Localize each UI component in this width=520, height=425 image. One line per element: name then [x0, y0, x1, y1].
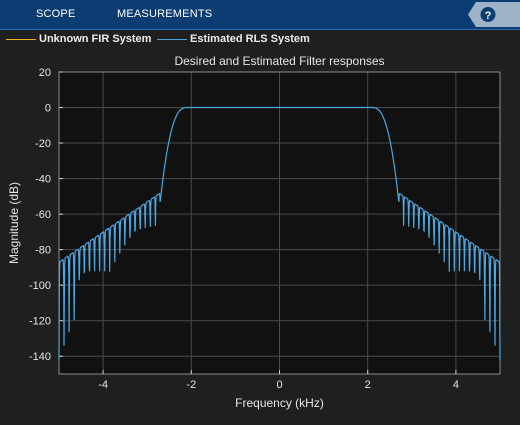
help-label: ? — [485, 10, 492, 22]
magnitude-response-chart[interactable]: -4 -2 0 2 4200-20-40-60-80-100-120-140Desire… — [0, 49, 520, 420]
legend: Unknown FIR System Estimated RLS System — [0, 30, 520, 48]
tick-label-x: -4 — [98, 379, 108, 391]
help-icon — [480, 7, 496, 22]
tick-label-y: -20 — [35, 138, 51, 150]
legend-line-yellow — [6, 38, 36, 40]
legend-label: Estimated RLS System — [190, 33, 310, 45]
series-estimated-rls-line — [58, 106, 501, 361]
x-axis-label: Frequency (kHz) — [235, 396, 324, 410]
plot-area: -4 -2 0 2 4 20 0 -20 -40 -60 -80 -100 -120 -140 Desire… — [0, 49, 520, 420]
tick-label-y: -140 — [29, 351, 51, 363]
tick-label-y: -60 — [35, 209, 51, 221]
tick-label-x: -2 — [186, 379, 196, 391]
tick-label-x: 4 — [453, 379, 459, 391]
tab-scope[interactable]: SCOPE — [36, 8, 76, 20]
tab-measurements[interactable]: MEASUREMENTS — [117, 8, 213, 20]
legend-label: Unknown FIR System — [39, 33, 152, 45]
toolstrip: SCOPE MEASUREMENTS ? — [0, 0, 520, 30]
tick-label-y: 0 — [45, 103, 51, 115]
legend-line-blue — [157, 38, 187, 40]
tick-label-x: 2 — [365, 379, 371, 391]
tick-label-y: -120 — [29, 316, 51, 328]
legend-item-estimated-rls[interactable]: Estimated RLS System — [157, 30, 310, 48]
help-button[interactable]: ? — [466, 1, 520, 28]
tick-label-x: 0 — [276, 379, 282, 391]
tick-label-y: 20 — [39, 67, 51, 79]
chart-title: Desired and Estimated Filter responses — [174, 54, 384, 68]
legend-item-unknown-fir[interactable]: Unknown FIR System — [6, 30, 151, 48]
y-axis-label: Magnitude (dB) — [7, 182, 21, 264]
tick-label-y: -40 — [35, 174, 51, 186]
tick-label-y: -100 — [29, 280, 51, 292]
tick-label-y: -80 — [35, 245, 51, 257]
